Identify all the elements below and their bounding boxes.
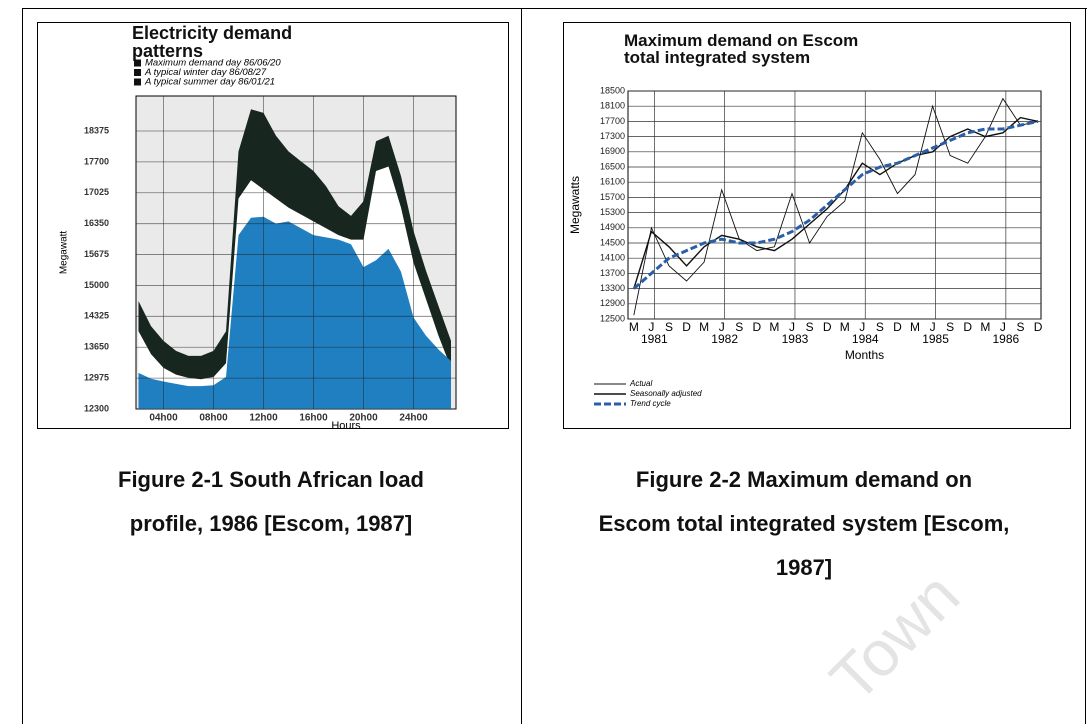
x-tick-label: 12h00 [249, 413, 278, 424]
y-tick-label: 16100 [600, 177, 625, 187]
y-tick-label: 17700 [600, 116, 625, 126]
y-tick-label: 12900 [600, 298, 625, 308]
line [633, 116, 1039, 289]
x-tick-label: J [1000, 320, 1006, 334]
x-tick-label: S [806, 320, 814, 334]
legend-label: A typical winter day 86/08/27 [144, 67, 267, 78]
caption-line: profile, 1986 [Escom, 1987] [129, 511, 413, 536]
caption-line: Figure 2-2 Maximum demand on [635, 467, 973, 492]
caption: Figure 2-2 Maximum demand on Escom total … [524, 458, 1084, 590]
y-tick-label: 17300 [600, 131, 625, 141]
x-tick-label: S [946, 320, 954, 334]
y-tick-label: 15675 [84, 249, 109, 259]
caption-line: Figure 2-1 South African load [118, 467, 424, 492]
y-tick-label: 14500 [600, 237, 625, 247]
y-tick-label: 13650 [84, 342, 109, 352]
figure-load-profile: 12300 12975 13650 14325 15000 15675 16350 17025… [37, 22, 509, 429]
y-tick-label: 18375 [84, 125, 109, 135]
x-tick-label: D [1034, 320, 1043, 334]
x-tick-label: M [699, 320, 709, 334]
x-tick-label: M [629, 320, 639, 334]
x-tick-label: D [963, 320, 972, 334]
year-label: 1984 [852, 332, 879, 346]
y-tick-label: 15700 [600, 192, 625, 202]
legend-swatch [134, 69, 141, 76]
year-label: 1983 [782, 332, 809, 346]
chart-title: Electricity demand patterns [132, 23, 293, 61]
line [633, 97, 1039, 316]
line [632, 119, 1039, 290]
y-tick-label: 13700 [600, 268, 625, 278]
year-label: 1986 [992, 332, 1019, 346]
x-tick-label: 04h00 [149, 413, 178, 424]
figure-maximum-demand: 12500 12900 13300 13700 14100 14500 14900 15300… [563, 22, 1071, 429]
x-tick-label: M [980, 320, 990, 334]
legend-swatch [134, 78, 141, 86]
x-tick-label: S [876, 320, 884, 334]
area [138, 216, 451, 409]
y-tick-label: 18100 [600, 101, 625, 111]
legend-label: Seasonally adjusted [630, 389, 702, 398]
legend-label: Trend cycle [630, 399, 671, 408]
y-tick-label: 13300 [600, 283, 625, 293]
y-tick-label: 12300 [84, 403, 109, 413]
x-tick-label: S [1016, 320, 1024, 334]
y-tick-label: 14900 [600, 222, 625, 232]
x-tick-label: D [823, 320, 832, 334]
y-tick-label: 12975 [84, 372, 109, 382]
year-label: 1985 [922, 332, 949, 346]
x-tick-label: D [893, 320, 902, 334]
x-axis-label: Months [845, 348, 884, 362]
x-tick-label: 24h00 [399, 413, 428, 424]
x-tick-label: M [769, 320, 779, 334]
x-tick-label: J [719, 320, 725, 334]
legend-label: Maximum demand day 86/06/20 [145, 58, 281, 69]
legend-label: A typical summer day 86/01/21 [144, 77, 275, 88]
y-tick-label: 18500 [600, 85, 625, 95]
x-axis-label: Hours [331, 420, 361, 429]
y-tick-label: 17700 [84, 156, 109, 166]
y-tick-label: 14100 [600, 253, 625, 263]
x-tick-label: S [665, 320, 673, 334]
x-tick-label: D [753, 320, 762, 334]
y-tick-label: 14325 [84, 311, 109, 321]
plot-area [627, 90, 1042, 320]
caption-line: Escom total integrated system [Escom, [598, 511, 1010, 536]
y-tick-label: 12500 [600, 313, 625, 323]
legend-label: Actual [629, 379, 652, 388]
x-tick-label: J [789, 320, 795, 334]
x-tick-label: J [859, 320, 865, 334]
table-border [22, 8, 1087, 9]
x-tick-label: 08h00 [199, 413, 228, 424]
x-tick-label: S [735, 320, 743, 334]
year-label: 1981 [641, 332, 668, 346]
x-tick-label: D [682, 320, 691, 334]
y-tick-label: 17025 [84, 187, 109, 197]
x-tick-label: M [910, 320, 920, 334]
x-tick-label: 16h00 [299, 413, 328, 424]
table-border [1085, 8, 1086, 724]
table-border [521, 8, 522, 724]
y-tick-label: 15300 [600, 207, 625, 217]
x-tick-label: J [648, 320, 654, 334]
x-tick-label: 20h00 [349, 413, 378, 424]
caption: Figure 2-1 South African load profile, 19… [40, 458, 502, 546]
year-label: 1982 [711, 332, 738, 346]
y-axis-label: Megawatts [568, 176, 582, 234]
x-tick-label: J [930, 320, 936, 334]
caption-line: 1987] [775, 555, 833, 580]
table-border [22, 8, 23, 724]
y-tick-label: 16900 [600, 146, 625, 156]
chart-title: Maximum demand on Escom total integrated… [624, 31, 859, 67]
x-tick-label: M [840, 320, 850, 334]
legend-swatch [134, 59, 141, 67]
y-axis-label: Megawatt [59, 231, 70, 275]
y-tick-label: 16500 [600, 161, 625, 171]
y-tick-label: 16350 [84, 218, 109, 228]
y-tick-label: 15000 [84, 280, 109, 290]
